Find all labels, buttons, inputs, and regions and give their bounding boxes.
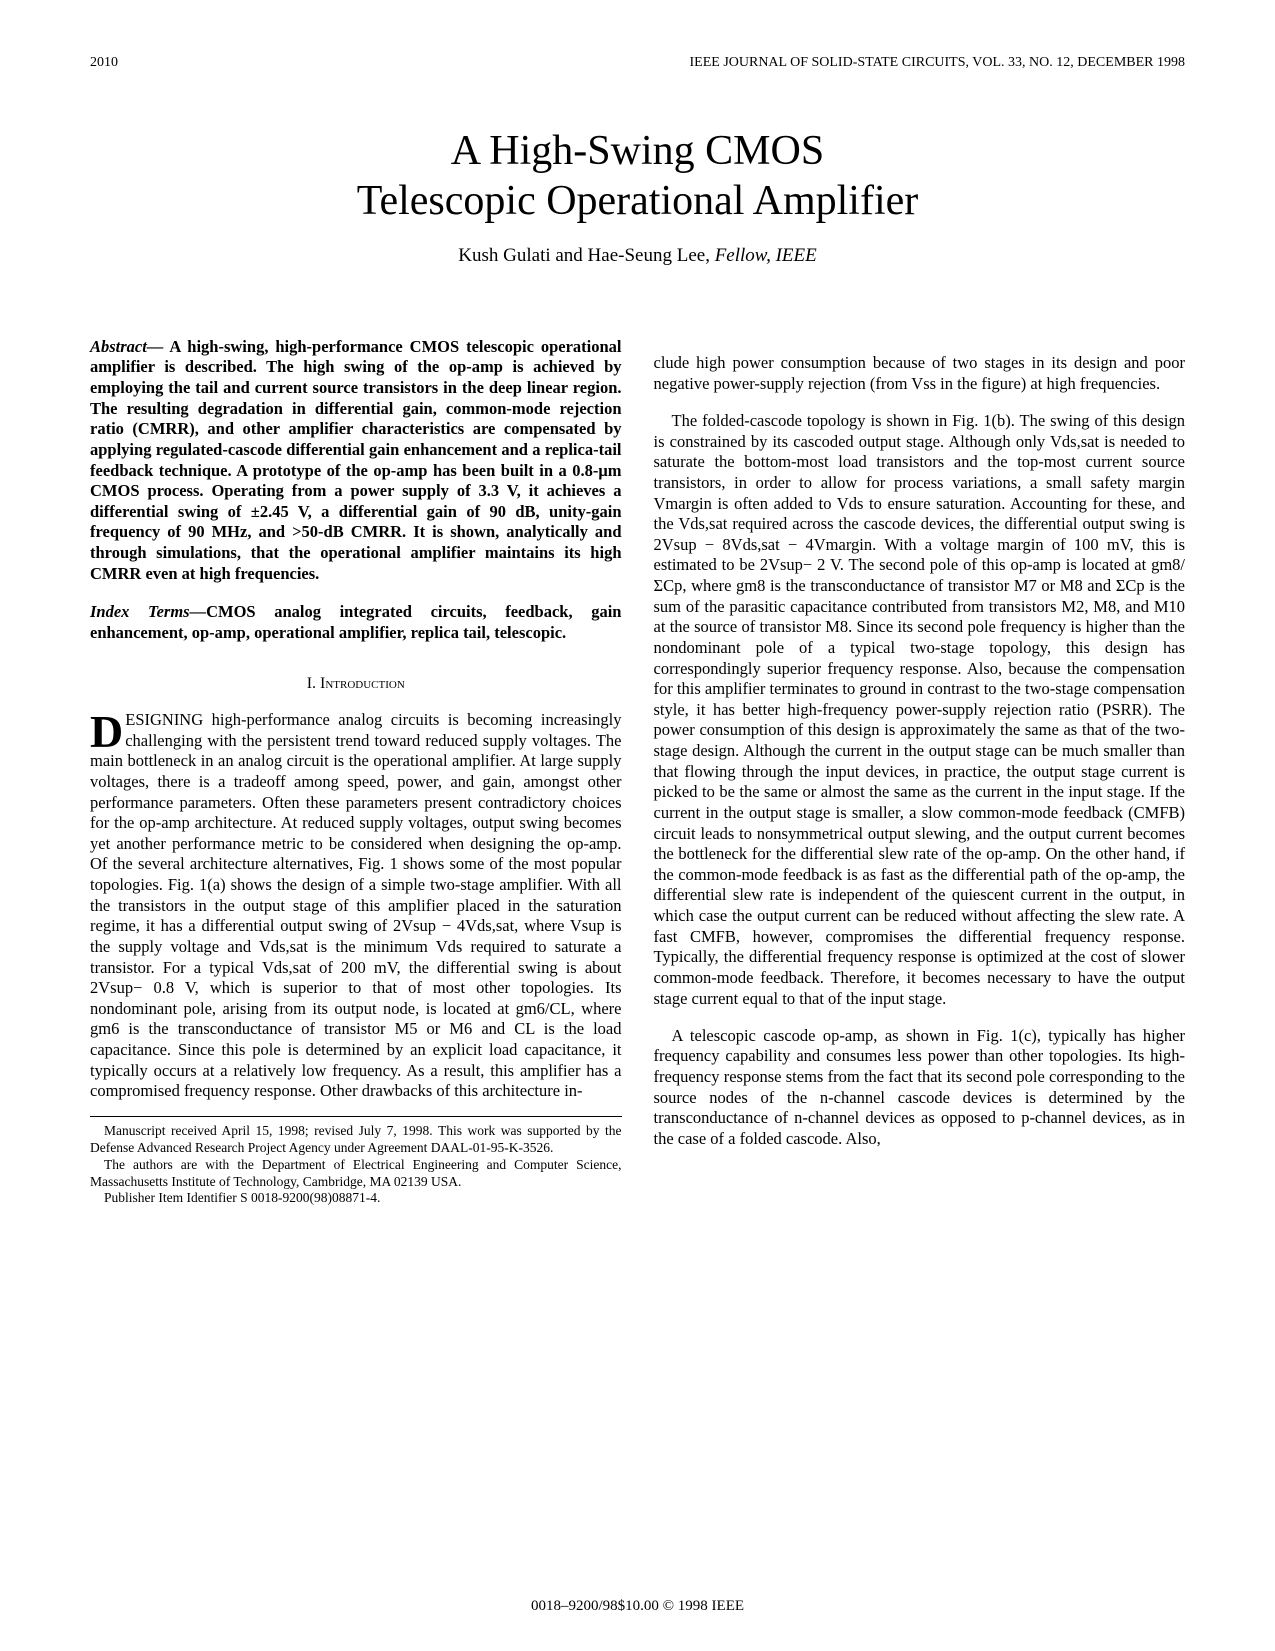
intro-para1-text: ESIGNING high-performance analog circuit… <box>90 710 622 1100</box>
page-number: 2010 <box>90 55 118 71</box>
left-column: Abstract— A high-swing, high-performance… <box>90 337 622 1208</box>
section-1-heading: I. Introduction <box>90 674 622 694</box>
article-title: A High-Swing CMOS Telescopic Operational… <box>90 126 1185 227</box>
abstract-block: Abstract— A high-swing, high-performance… <box>90 337 622 585</box>
journal-line: IEEE JOURNAL OF SOLID-STATE CIRCUITS, VO… <box>690 55 1186 71</box>
index-terms-label: Index Terms— <box>90 602 206 621</box>
footnote-publisher-id: Publisher Item Identifier S 0018-9200(98… <box>90 1190 622 1207</box>
two-column-layout: Abstract— A high-swing, high-performance… <box>90 337 1185 1208</box>
authors-line: Kush Gulati and Hae-Seung Lee, Fellow, I… <box>90 245 1185 267</box>
right-column: clude high power consumption because of … <box>654 337 1186 1208</box>
index-terms-block: Index Terms—CMOS analog integrated circu… <box>90 602 622 643</box>
title-line-2: Telescopic Operational Amplifier <box>357 178 919 224</box>
page-container: 2010 IEEE JOURNAL OF SOLID-STATE CIRCUIT… <box>0 0 1275 1651</box>
authors-fellow: Fellow, IEEE <box>715 245 817 266</box>
dropcap-d: D <box>90 710 125 750</box>
col2-para-1: clude high power consumption because of … <box>654 353 1186 394</box>
col2-para-3: A telescopic cascode op-amp, as shown in… <box>654 1026 1186 1150</box>
intro-paragraph-1: DESIGNING high-performance analog circui… <box>90 710 622 1102</box>
footnote-manuscript: Manuscript received April 15, 1998; revi… <box>90 1123 622 1157</box>
abstract-label: Abstract— <box>90 337 163 356</box>
footnote-affiliation: The authors are with the Department of E… <box>90 1157 622 1191</box>
page-footer: 0018–9200/98$10.00 © 1998 IEEE <box>0 1598 1275 1615</box>
page-header: 2010 IEEE JOURNAL OF SOLID-STATE CIRCUIT… <box>90 55 1185 71</box>
title-line-1: A High-Swing CMOS <box>451 128 824 174</box>
authors-names: Kush Gulati and Hae-Seung Lee, <box>458 245 714 266</box>
footnotes-block: Manuscript received April 15, 1998; revi… <box>90 1116 622 1207</box>
abstract-text: A high-swing, high-performance CMOS tele… <box>90 337 622 583</box>
col2-para-2: The folded-cascode topology is shown in … <box>654 411 1186 1009</box>
